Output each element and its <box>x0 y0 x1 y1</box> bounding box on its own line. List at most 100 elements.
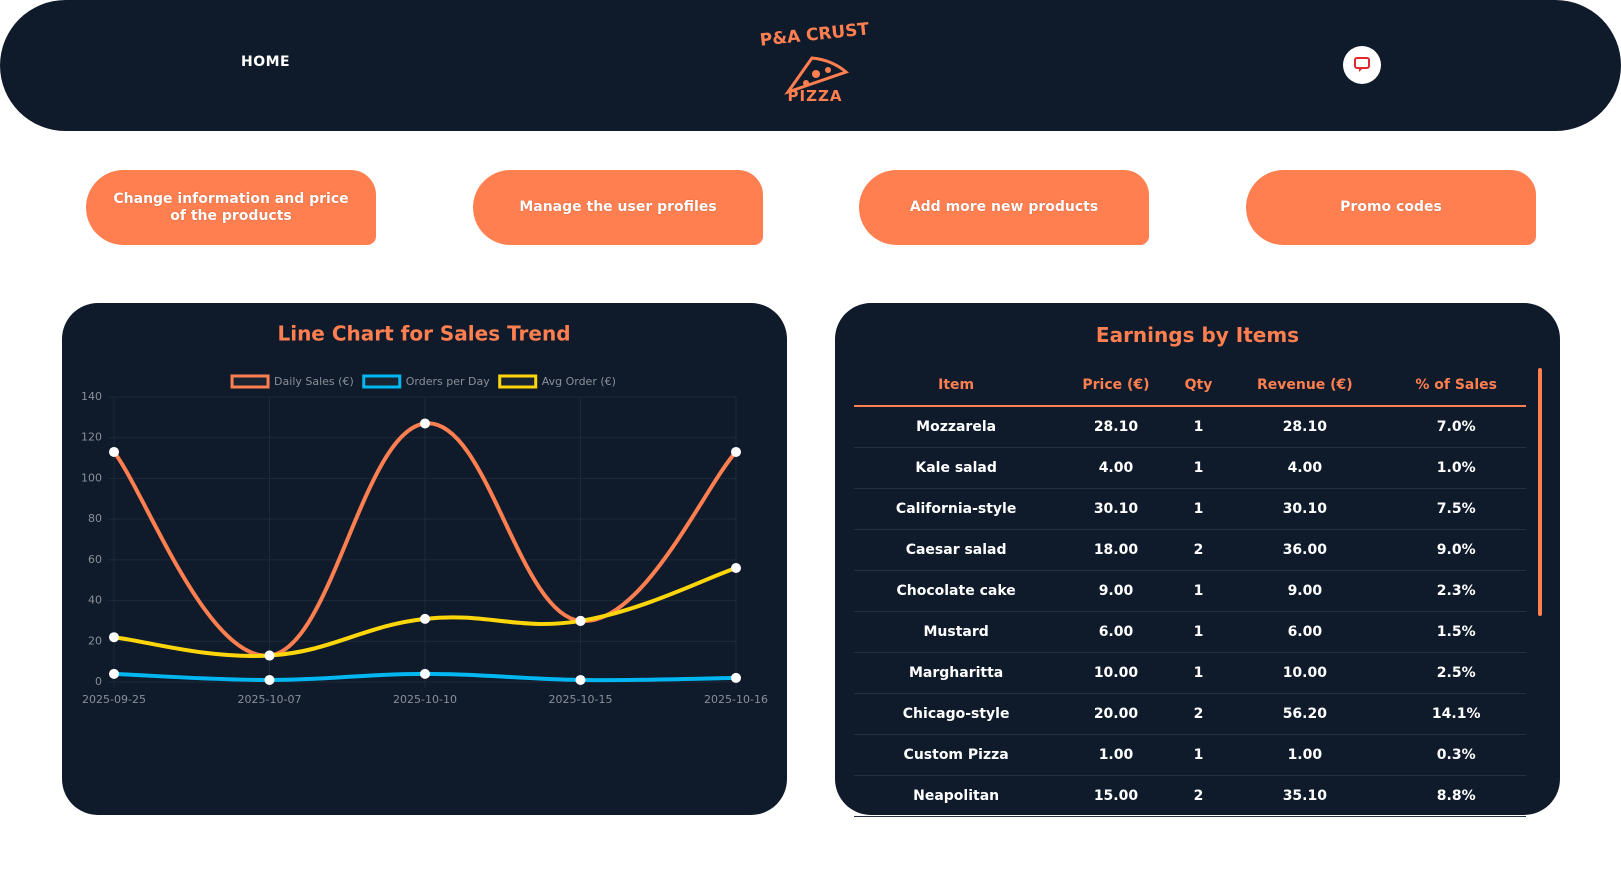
table-cell: 10.00 <box>1058 652 1174 694</box>
column-header: Revenue (€) <box>1223 365 1387 407</box>
column-header: % of Sales <box>1386 365 1526 407</box>
table-cell: Caesar salad <box>854 529 1059 571</box>
y-tick-label: 120 <box>81 431 102 444</box>
table-cell: 28.10 <box>1058 406 1174 448</box>
table-cell: Chocolate cake <box>854 570 1059 612</box>
table-row: Chicago-style 20.00 2 56.20 14.1% <box>854 693 1526 735</box>
table-cell: 1.00 <box>1223 734 1387 776</box>
y-tick-label: 80 <box>88 512 102 525</box>
chat-icon-tail <box>1359 68 1363 72</box>
logo[interactable]: P&A CRUST PIZZA <box>760 20 870 110</box>
table-cell: 1 <box>1173 734 1224 776</box>
y-tick-label: 100 <box>81 471 102 484</box>
earnings-table: Item Price (€) Qty Revenue (€)% of Sales Moz… <box>854 365 1526 817</box>
chart-panel: Line Chart for Sales Trend 0 20 40 60 80 100 1… <box>62 303 787 815</box>
action-button[interactable]: Add more new products <box>859 170 1149 245</box>
header-row: Item Price (€) Qty Revenue (€)% of Sales <box>854 365 1526 407</box>
table-cell: 1 <box>1173 488 1224 530</box>
logo-topping <box>812 70 820 78</box>
table-cell: 18.00 <box>1058 529 1174 571</box>
data-point <box>109 668 119 679</box>
nav-home[interactable]: HOME <box>241 54 291 70</box>
table-cell: 1 <box>1173 406 1224 448</box>
table-cell: 2 <box>1173 529 1224 571</box>
data-point <box>420 668 430 679</box>
y-tick-label: 140 <box>81 390 102 403</box>
table-cell: 2.3% <box>1386 570 1526 612</box>
table-cell: Neapolitan <box>854 775 1059 817</box>
data-point <box>109 632 119 643</box>
table-row: California-style 30.10 1 30.10 7.5% <box>854 488 1526 530</box>
legend-label: Daily Sales (€) <box>274 375 354 388</box>
table-cell: California-style <box>854 488 1059 530</box>
chat-button[interactable] <box>1343 46 1381 84</box>
table-cell: Margharitta <box>854 652 1059 694</box>
data-point <box>109 446 119 457</box>
data-point <box>420 418 430 429</box>
logo-top: P&A CRUST <box>760 20 870 51</box>
logo-bottom: PIZZA <box>788 87 843 105</box>
table-row: Neapolitan 15.00 2 35.10 8.8% <box>854 775 1526 817</box>
x-tick-label: 2025-09-25 <box>82 693 146 706</box>
legend-swatch <box>498 374 538 389</box>
data-point <box>731 672 741 683</box>
table-row: Custom Pizza 1.00 1 1.00 0.3% <box>854 734 1526 776</box>
table-cell: 4.00 <box>1058 447 1174 489</box>
chat-icon <box>1354 57 1370 69</box>
table-cell: 14.1% <box>1386 693 1526 735</box>
table-cell: 2 <box>1173 693 1224 735</box>
table-cell: 1 <box>1173 611 1224 653</box>
table-cell: 1.5% <box>1386 611 1526 653</box>
action-button[interactable]: Manage the user profiles <box>473 170 763 245</box>
table-cell: 56.20 <box>1223 693 1387 735</box>
table-row: Chocolate cake 9.00 1 9.00 2.3% <box>854 570 1526 612</box>
action-button[interactable]: Change information and price of the prod… <box>86 170 376 245</box>
chart: Line Chart for Sales Trend 0 20 40 60 80 100 1… <box>81 322 768 707</box>
column-header: Qty <box>1173 365 1224 407</box>
table-row: Margharitta 10.00 1 10.00 2.5% <box>854 652 1526 694</box>
logo-slice <box>784 56 849 95</box>
table-cell: 28.10 <box>1223 406 1387 448</box>
table-body: Mozzarela 28.10 1 28.10 7.0% Kale salad 4.00 1 4… <box>854 406 1526 817</box>
table-cell: 1 <box>1173 652 1224 694</box>
table-cell: 20.00 <box>1058 693 1174 735</box>
table-cell: 6.00 <box>1058 611 1174 653</box>
logo-topping <box>825 67 831 73</box>
table-cell: 9.00 <box>1223 570 1387 612</box>
table-cell: 0.3% <box>1386 734 1526 776</box>
table-cell: 15.00 <box>1058 775 1174 817</box>
table-cell: 2 <box>1173 775 1224 817</box>
data-point <box>575 674 586 685</box>
table-title: Earnings by Items <box>1095 323 1300 347</box>
table-cell: 7.0% <box>1386 406 1526 448</box>
table-cell: 7.5% <box>1386 488 1526 530</box>
table-cell: Chicago-style <box>854 693 1059 735</box>
column-header: Price (€) <box>1058 365 1174 407</box>
header: HOME P&A CRUST PIZZA <box>0 0 1621 131</box>
y-tick-label: 40 <box>88 594 102 607</box>
table-cell: 8.8% <box>1386 775 1526 817</box>
table-cell: Mozzarela <box>854 406 1059 448</box>
column-header: Item <box>854 365 1059 407</box>
table-cell: 1.00 <box>1058 734 1174 776</box>
table-cell: 10.00 <box>1223 652 1387 694</box>
action-button[interactable]: Promo codes <box>1246 170 1536 245</box>
table-cell: Kale salad <box>854 447 1059 489</box>
chart-title: Line Chart for Sales Trend <box>277 322 570 346</box>
x-tick-label: 2025-10-07 <box>238 693 302 706</box>
legend-swatch <box>230 374 270 389</box>
table-cell: 1 <box>1173 570 1224 612</box>
table-cell: 36.00 <box>1223 529 1387 571</box>
table-row: Caesar salad 18.00 2 36.00 9.0% <box>854 529 1526 571</box>
data-point <box>264 674 275 685</box>
table-cell: 4.00 <box>1223 447 1387 489</box>
data-point <box>264 650 275 661</box>
table-cell: 9.00 <box>1058 570 1174 612</box>
legend-label: Avg Order (€) <box>542 375 616 388</box>
scrollbar[interactable] <box>1538 368 1542 616</box>
logo-topping <box>803 80 809 86</box>
table-cell: 35.10 <box>1223 775 1387 817</box>
table-cell: 1.0% <box>1386 447 1526 489</box>
table-panel: Earnings by Items Item Price (€) Qty Revenu… <box>835 303 1560 817</box>
